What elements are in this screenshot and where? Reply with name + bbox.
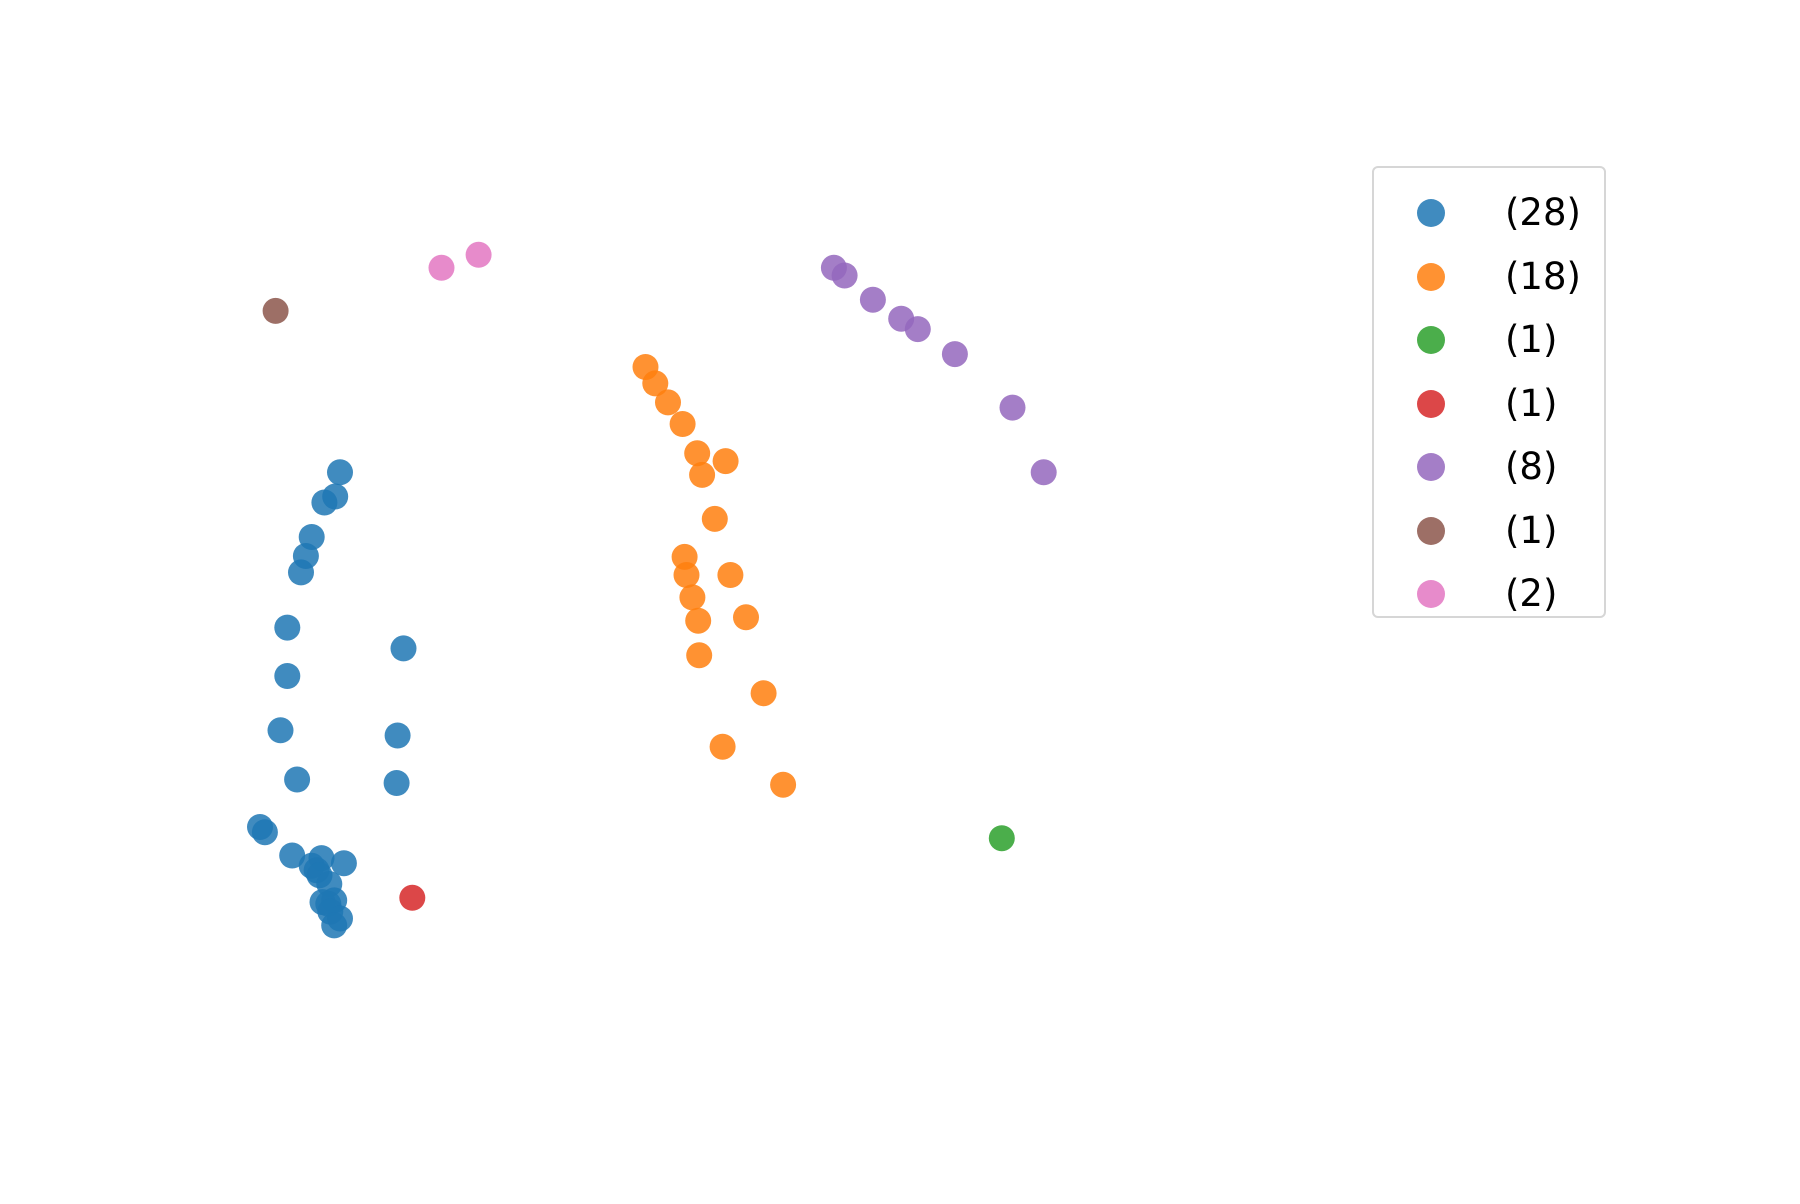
- data-point-series-4-4: [904, 316, 931, 343]
- data-point-series-5-0: [262, 297, 289, 324]
- data-point-series-4-6: [999, 394, 1026, 421]
- data-point-series-1-7: [701, 505, 728, 532]
- data-point-series-1-5: [712, 448, 739, 475]
- legend-label-2: (1): [1505, 318, 1558, 361]
- data-point-series-1-6: [689, 461, 716, 488]
- legend-marker-2: [1417, 326, 1445, 354]
- data-point-series-0-14: [251, 819, 278, 846]
- legend-item-0: (28): [1374, 182, 1604, 246]
- data-point-series-0-27: [321, 912, 348, 939]
- data-point-series-4-5: [941, 341, 968, 368]
- data-point-series-1-4: [684, 440, 711, 467]
- legend: (28) (18) (1) (1) (8) (1) (2): [1372, 166, 1606, 618]
- data-point-series-3-0: [399, 884, 426, 911]
- legend-marker-6: [1417, 580, 1445, 608]
- legend-label-3: (1): [1505, 381, 1558, 425]
- legend-label-1: (18): [1505, 254, 1581, 298]
- data-point-series-0-9: [284, 766, 311, 793]
- data-point-series-1-10: [717, 562, 744, 588]
- data-point-series-1-14: [686, 642, 713, 669]
- data-point-series-0-0: [327, 459, 353, 486]
- data-point-series-0-10: [390, 635, 417, 662]
- legend-marker-1: [1417, 262, 1445, 291]
- legend-item-4: (8): [1374, 436, 1604, 500]
- data-point-series-0-8: [267, 717, 294, 744]
- data-point-series-0-2: [311, 489, 338, 516]
- legend-marker-0: [1417, 199, 1445, 227]
- data-point-series-0-7: [274, 663, 301, 689]
- data-point-series-4-2: [859, 286, 886, 313]
- data-point-series-1-15: [750, 680, 777, 707]
- data-point-series-1-1: [642, 370, 669, 397]
- legend-label-0: (28): [1505, 191, 1581, 234]
- data-point-series-0-18: [330, 850, 357, 877]
- data-point-series-0-12: [383, 770, 410, 796]
- legend-marker-4: [1417, 453, 1445, 481]
- legend-marker-5: [1417, 516, 1445, 545]
- data-point-series-0-6: [274, 614, 301, 641]
- data-point-series-1-2: [655, 389, 681, 416]
- data-point-series-1-16: [709, 733, 736, 760]
- data-point-series-4-1: [831, 262, 858, 289]
- legend-item-3: (1): [1374, 373, 1604, 437]
- legend-item-6: (2): [1374, 563, 1604, 627]
- legend-label-4: (8): [1505, 445, 1558, 488]
- data-point-series-1-3: [669, 411, 696, 437]
- legend-marker-3: [1417, 389, 1445, 418]
- data-point-series-0-5: [288, 559, 314, 586]
- legend-item-2: (1): [1374, 309, 1604, 373]
- legend-label-5: (1): [1505, 508, 1558, 552]
- data-point-series-6-1: [465, 241, 492, 268]
- data-point-series-1-13: [733, 604, 759, 631]
- data-point-series-0-15: [279, 842, 306, 869]
- data-point-series-1-9: [673, 562, 700, 588]
- data-point-series-0-11: [384, 722, 411, 749]
- data-point-series-6-0: [428, 254, 455, 281]
- legend-item-5: (1): [1374, 500, 1604, 564]
- data-point-series-1-17: [770, 771, 797, 798]
- legend-label-6: (2): [1505, 572, 1558, 615]
- data-point-series-2-0: [988, 825, 1015, 852]
- legend-item-1: (18): [1374, 246, 1604, 310]
- data-point-series-1-11: [679, 584, 706, 611]
- data-point-series-1-12: [685, 607, 712, 634]
- data-point-series-4-7: [1030, 459, 1057, 486]
